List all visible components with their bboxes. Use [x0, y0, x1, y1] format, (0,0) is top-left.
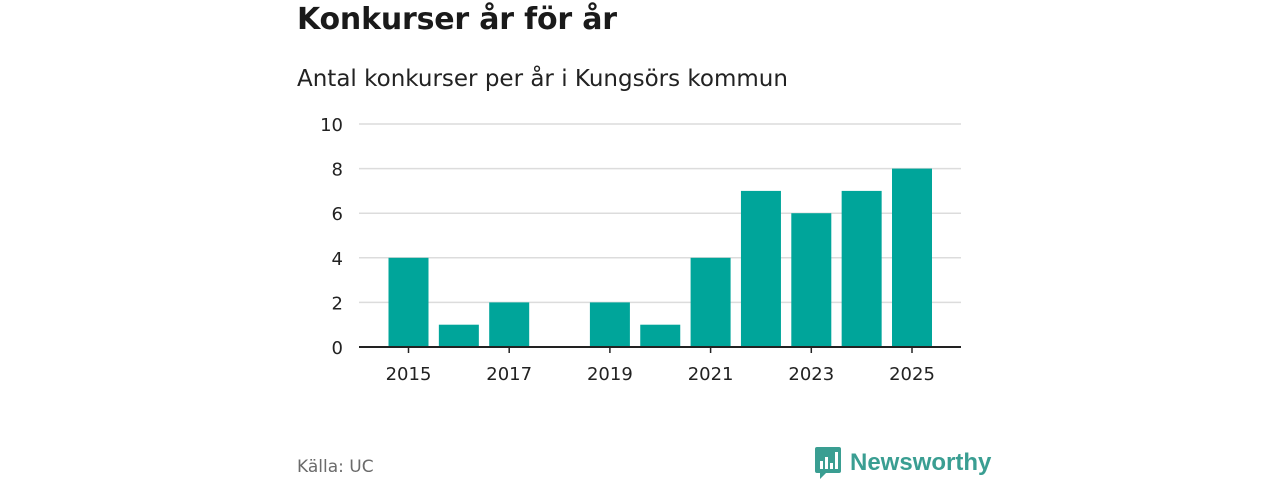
newsworthy-logo-icon [815, 447, 841, 479]
bar-chart: 0 2 4 6 8 10 2015 2017 2019 2021 2023 2025 [320, 115, 961, 385]
x-tick-label: 2023 [788, 364, 834, 385]
y-tick-label: 2 [332, 293, 343, 314]
y-tick-label: 4 [332, 249, 343, 270]
brand-name: Newsworthy [850, 449, 992, 476]
chart-subtitle: Antal konkurser per år i Kungsörs kommun [297, 66, 788, 92]
y-tick-label: 8 [332, 160, 343, 181]
bar [841, 190, 882, 347]
y-tick-label: 6 [332, 204, 343, 225]
x-tick-label: 2025 [889, 364, 935, 385]
x-tick-label: 2015 [386, 364, 432, 385]
x-tick-label: 2021 [688, 364, 734, 385]
brand-logo: Newsworthy [814, 446, 991, 480]
x-tick-label: 2019 [587, 364, 633, 385]
bar [892, 168, 932, 347]
chart-title: Konkurser år för år [297, 2, 617, 37]
x-tick-label: 2017 [486, 364, 532, 385]
bar [438, 324, 479, 347]
bar [589, 302, 630, 347]
bar [740, 190, 781, 347]
source-note: Källa: UC [297, 457, 374, 477]
bar [791, 213, 832, 347]
bar [388, 257, 429, 347]
bar [640, 324, 681, 347]
y-tick-label: 0 [332, 338, 343, 359]
bar [489, 302, 530, 347]
bar [690, 257, 731, 347]
y-tick-label: 10 [320, 115, 343, 136]
